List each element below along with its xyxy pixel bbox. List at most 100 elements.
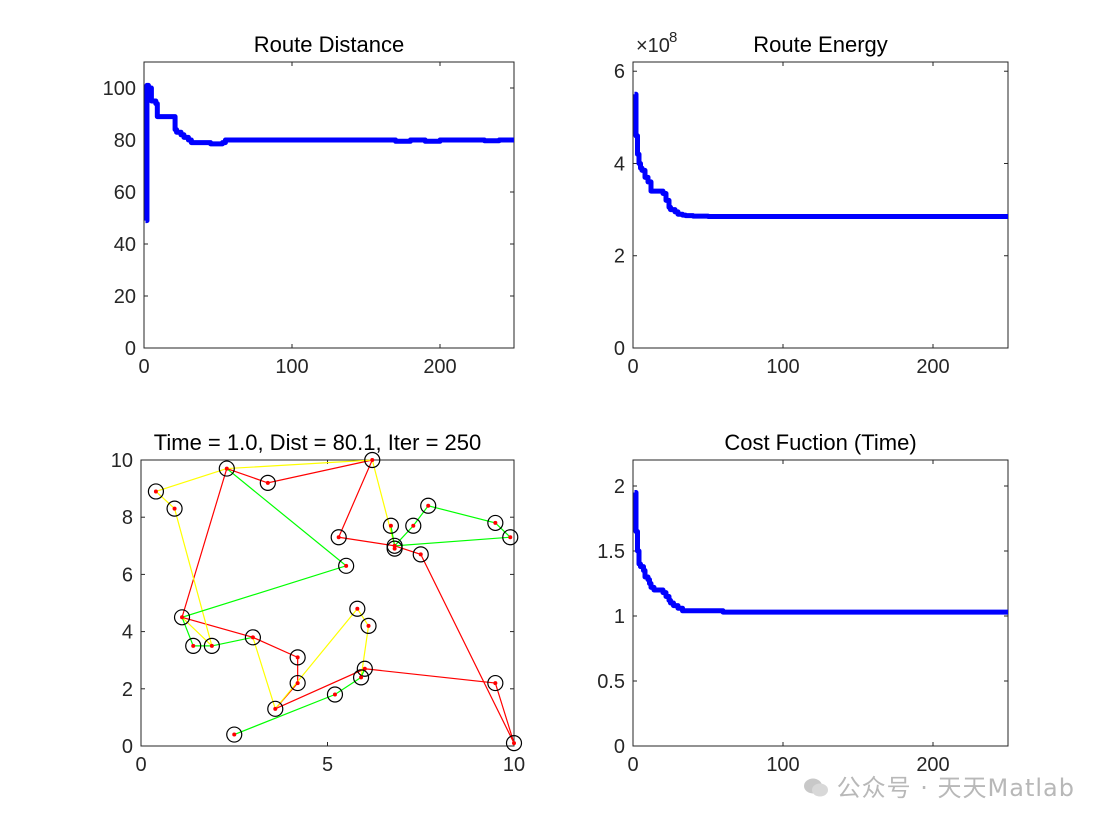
city-marker — [289, 649, 306, 666]
city-marker — [364, 451, 381, 469]
y-tick-label: 4 — [122, 622, 133, 644]
y-tick-label: 100 — [103, 78, 136, 100]
city-marker — [505, 735, 523, 752]
x-tick-label: 100 — [766, 356, 799, 378]
route-map-chart: 0 5 10 0 2 4 6 8 10 Time = 1.0, Dist = 80.1, Iter… — [111, 430, 525, 776]
city-dot — [332, 692, 337, 697]
city-marker — [218, 460, 235, 477]
city-dot — [209, 643, 214, 648]
city-marker — [259, 474, 276, 491]
city-dot — [336, 535, 341, 540]
city-dot — [392, 543, 397, 548]
city-marker — [382, 517, 400, 534]
city-dot — [295, 681, 300, 686]
y-tick-label: 80 — [114, 130, 136, 152]
route-energy-series-line — [633, 91, 1008, 220]
route-map-title: Time = 1.0, Dist = 80.1, Iter = 250 — [154, 430, 482, 455]
city-dot — [224, 466, 229, 471]
y-tick-label: 2 — [122, 679, 133, 701]
route-distance-chart: 0 100 200 0 20 40 60 80 100 Route Distance — [103, 32, 515, 378]
route-yellow-line — [155, 468, 227, 493]
y-tick-label: 0 — [125, 338, 136, 360]
city-dot — [273, 706, 278, 711]
y-tick-label: 4 — [614, 153, 625, 175]
city-marker — [330, 529, 347, 546]
city-dot — [191, 643, 196, 648]
route-energy-title: Route Energy — [753, 32, 888, 57]
route-green-line — [234, 668, 366, 736]
y-tick-label: 8 — [122, 507, 133, 529]
watermark: 公众号 · 天天Matlab — [803, 768, 1075, 803]
route-energy-chart: 0 100 200 0 2 4 6 Route Energy ×10 8 — [614, 29, 1009, 378]
x-tick-label: 200 — [916, 356, 949, 378]
city-marker — [349, 600, 366, 617]
y-tick-label: 60 — [114, 182, 136, 204]
route-green-line — [181, 468, 348, 647]
y-tick-label: 40 — [114, 234, 136, 256]
city-marker — [405, 517, 422, 534]
city-marker — [487, 674, 504, 692]
y-tick-label: 10 — [111, 450, 133, 472]
city-marker — [244, 629, 261, 646]
cost-function-series-line — [633, 490, 1008, 615]
y-tick-label: 0 — [614, 338, 625, 360]
city-dot — [366, 623, 371, 628]
x-tick-label: 200 — [423, 356, 456, 378]
x-tick-label: 0 — [627, 356, 638, 378]
city-dot — [512, 741, 516, 746]
city-dot — [493, 681, 498, 686]
x-tick-label: 0 — [138, 356, 149, 378]
city-dot — [370, 458, 375, 462]
city-dot — [355, 606, 360, 611]
city-dot — [359, 675, 364, 680]
city-dot — [411, 523, 416, 528]
x-tick-label: 100 — [275, 356, 308, 378]
city-marker — [502, 529, 519, 546]
city-dot — [493, 520, 498, 525]
x-tick-label: 0 — [627, 754, 638, 776]
city-dot — [388, 523, 393, 528]
city-marker — [173, 609, 191, 626]
cost-function-axes-box — [632, 459, 1009, 747]
city-dot — [232, 732, 237, 737]
city-dot — [418, 552, 423, 557]
x-tick-label: 5 — [322, 754, 333, 776]
city-marker — [166, 500, 183, 517]
city-marker — [326, 686, 344, 703]
city-dot — [508, 535, 513, 540]
city-marker — [203, 637, 220, 655]
x-tick-label: 200 — [916, 754, 949, 776]
route-yellow-line — [155, 491, 214, 648]
city-dot — [295, 655, 300, 660]
route-yellow-line — [252, 607, 370, 711]
city-marker — [185, 637, 202, 655]
city-marker — [289, 674, 306, 692]
x-tick-label: 100 — [766, 754, 799, 776]
route-distance-series-line — [144, 82, 514, 224]
city-marker — [226, 726, 243, 743]
city-dot — [180, 615, 185, 620]
city-dot — [153, 489, 158, 494]
city-marker — [360, 617, 377, 634]
cost-function-title: Cost Fuction (Time) — [724, 430, 916, 455]
city-marker — [338, 557, 355, 574]
y-tick-label: 20 — [114, 286, 136, 308]
y-tick-label: 2 — [614, 476, 625, 498]
route-distance-axes-box — [143, 61, 515, 349]
x-tick-label: 10 — [503, 754, 525, 776]
y-tick-label: 0.5 — [597, 671, 625, 693]
city-marker — [147, 483, 165, 500]
route-map-axes-box — [140, 459, 515, 747]
city-marker — [420, 497, 437, 514]
exponent-label: ×10 — [636, 35, 670, 57]
exponent-power: 8 — [669, 29, 677, 46]
wechat-icon — [803, 778, 828, 797]
x-tick-label: 0 — [135, 754, 146, 776]
y-tick-label: 1.5 — [597, 541, 625, 563]
y-tick-label: 6 — [122, 564, 133, 586]
route-distance-title: Route Distance — [254, 32, 404, 57]
y-tick-label: 6 — [614, 61, 625, 83]
city-marker — [352, 669, 370, 686]
route-green-line — [390, 505, 512, 547]
